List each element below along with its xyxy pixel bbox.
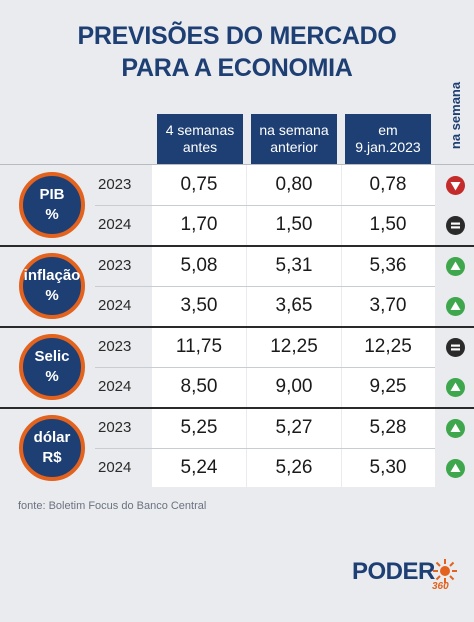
logo-subtext: 360 <box>432 581 449 592</box>
forecast-value: 9,25 <box>369 376 407 397</box>
header-4-weeks-before: 4 semanas antes <box>157 114 243 164</box>
row-separator <box>95 205 435 206</box>
table-top-line <box>0 164 474 165</box>
forecast-value: 5,08 <box>180 255 218 276</box>
indicator-label: Selic % <box>34 348 70 385</box>
row-year: 2023 <box>98 176 132 193</box>
forecast-value: 3,50 <box>180 295 218 316</box>
forecast-value: 5,31 <box>275 255 313 276</box>
indicator-badge: PIB % <box>19 172 85 238</box>
page-title: PREVISÕES DO MERCADO PARA A ECONOMIA <box>0 20 474 84</box>
row-separator <box>95 367 435 368</box>
indicator-badge: dólar R$ <box>19 415 85 481</box>
equal-trend-icon <box>446 338 465 357</box>
row-year: 2023 <box>98 419 132 436</box>
indicator-label: inflação % <box>23 267 81 304</box>
poder360-logo: PODER 360 <box>352 558 462 594</box>
up-trend-icon <box>446 257 465 276</box>
group-separator <box>0 326 474 328</box>
forecast-value: 5,26 <box>275 457 313 478</box>
row-year: 2024 <box>98 378 132 395</box>
forecast-value: 5,27 <box>275 417 313 438</box>
indicator-label: PIB % <box>39 186 65 223</box>
header-current-date: em 9.jan.2023 <box>345 114 431 164</box>
forecast-value: 3,70 <box>369 295 407 316</box>
up-trend-icon <box>446 297 465 316</box>
indicator-badge: Selic % <box>19 334 85 400</box>
forecast-value: 1,50 <box>275 214 313 235</box>
trend-column-label: na semana <box>448 81 464 149</box>
forecast-value: 1,70 <box>180 214 218 235</box>
sun-icon <box>433 559 457 583</box>
down-trend-icon <box>446 176 465 195</box>
forecast-value: 5,28 <box>369 417 407 438</box>
forecast-value: 11,75 <box>175 336 223 357</box>
row-year: 2024 <box>98 297 132 314</box>
row-year: 2024 <box>98 216 132 233</box>
row-separator <box>95 448 435 449</box>
row-separator <box>95 286 435 287</box>
forecast-value: 0,80 <box>275 174 313 195</box>
forecast-value: 5,25 <box>180 417 218 438</box>
source-note: fonte: Boletim Focus do Banco Central <box>18 500 207 512</box>
forecast-value: 12,25 <box>270 336 318 357</box>
forecast-value: 1,50 <box>369 214 407 235</box>
title-line-1: PREVISÕES DO MERCADO <box>77 22 397 50</box>
row-year: 2023 <box>98 338 132 355</box>
forecast-value: 9,00 <box>275 376 313 397</box>
row-year: 2023 <box>98 257 132 274</box>
indicator-label: dólar R$ <box>33 429 71 466</box>
up-trend-icon <box>446 378 465 397</box>
up-trend-icon <box>446 459 465 478</box>
title-line-2: PARA A ECONOMIA <box>121 54 353 82</box>
up-trend-icon <box>446 419 465 438</box>
header-previous-week: na semana anterior <box>251 114 337 164</box>
group-separator <box>0 245 474 247</box>
forecast-value: 12,25 <box>364 336 412 357</box>
equal-trend-icon <box>446 216 465 235</box>
forecast-value: 5,30 <box>369 457 407 478</box>
forecast-value: 5,36 <box>369 255 407 276</box>
forecast-value: 5,24 <box>180 457 218 478</box>
group-separator <box>0 407 474 409</box>
forecast-value: 3,65 <box>275 295 313 316</box>
forecast-value: 8,50 <box>180 376 218 397</box>
forecast-value: 0,78 <box>369 174 407 195</box>
forecast-value: 0,75 <box>180 174 218 195</box>
row-year: 2024 <box>98 459 132 476</box>
indicator-badge: inflação % <box>19 253 85 319</box>
logo-text: PODER <box>352 558 435 585</box>
